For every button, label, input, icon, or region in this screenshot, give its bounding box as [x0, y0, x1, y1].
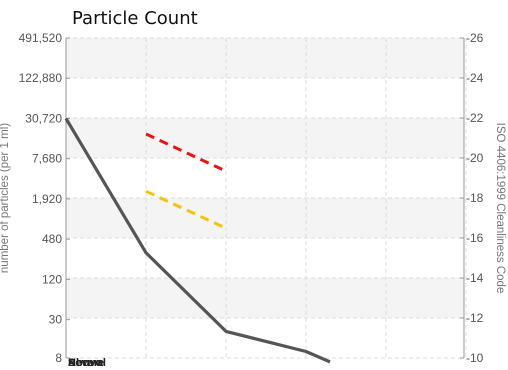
chart-title: Particle Count: [72, 8, 198, 29]
series-line-1: [64, 117, 331, 364]
y-axis-title: number of particles (per 1 ml): [0, 123, 11, 273]
y-tick-label: 480: [42, 232, 62, 246]
y-tick-label: 30,720: [25, 111, 62, 125]
y2-axis-title: ISO 4406:1999 Cleanliness Code: [494, 123, 506, 294]
legend-label: Normal: [68, 357, 106, 369]
y-ticks-left: 491,520 122,880 30,720 7,680 1,920 480 120 30 8: [19, 31, 70, 365]
y-tick-label: 120: [42, 272, 62, 286]
y-tick-label: 7,680: [32, 152, 62, 166]
y2-tick-label: -24: [466, 71, 484, 85]
y-tick-label: 122,880: [19, 71, 63, 85]
grid-lines: [66, 37, 467, 359]
legend-label: Severe: [68, 357, 104, 369]
background-band: [66, 38, 464, 78]
series-lines: [64, 117, 331, 364]
y-tick-label: 491,520: [19, 31, 63, 45]
background-band: [66, 118, 464, 158]
background-bands: [66, 38, 464, 318]
y-tick-label: 1,920: [32, 192, 62, 206]
y2-tick-label: -18: [466, 191, 484, 205]
y-ticks-right: -26 -24 -22 -20 -18 -16 -14 -12 -10: [460, 31, 484, 365]
y2-tick-label: -14: [466, 271, 484, 285]
y2-tick-label: -10: [466, 351, 484, 365]
y2-tick-label: -22: [466, 111, 484, 125]
y-tick-label: 30: [49, 313, 63, 327]
y2-tick-label: -16: [466, 231, 484, 245]
legend-label: Above: [68, 357, 102, 369]
y-tick-label: 8: [55, 351, 62, 365]
y2-tick-label: -20: [466, 151, 484, 165]
background-band: [66, 278, 464, 318]
y2-tick-label: -26: [466, 31, 484, 45]
y2-tick-label: -12: [466, 311, 484, 325]
